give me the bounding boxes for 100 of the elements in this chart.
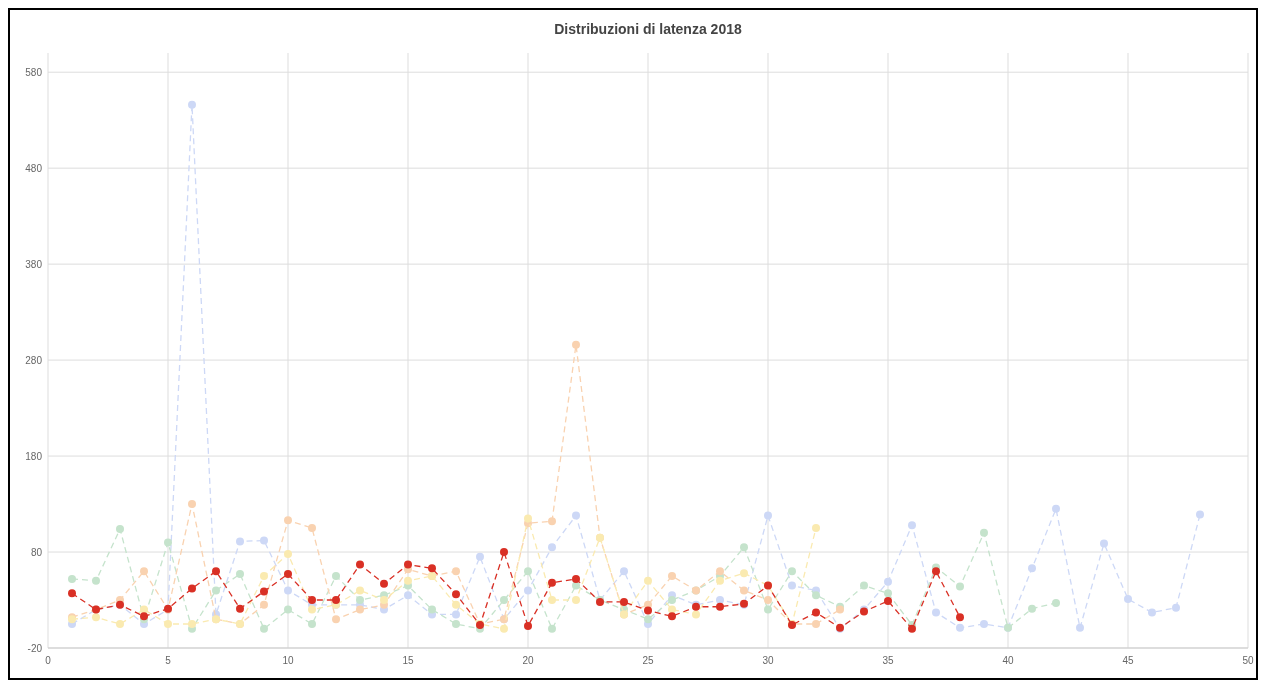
point xyxy=(260,624,268,633)
point xyxy=(188,584,196,593)
point xyxy=(452,567,460,576)
point xyxy=(308,596,316,605)
point xyxy=(692,610,700,619)
point xyxy=(284,570,292,579)
point xyxy=(188,620,196,629)
point xyxy=(92,576,100,585)
point xyxy=(116,620,124,629)
point xyxy=(764,596,772,605)
point xyxy=(1076,623,1084,632)
point xyxy=(404,560,412,569)
point xyxy=(572,581,580,590)
point xyxy=(236,537,244,546)
point xyxy=(212,567,220,576)
point xyxy=(380,596,388,605)
x-tick-label: 50 xyxy=(1242,655,1254,666)
point xyxy=(452,600,460,609)
point xyxy=(500,548,508,557)
point xyxy=(332,572,340,581)
point xyxy=(260,536,268,545)
point xyxy=(476,552,484,561)
point xyxy=(980,528,988,537)
point xyxy=(188,100,196,109)
point xyxy=(908,624,916,633)
point xyxy=(644,576,652,585)
point xyxy=(668,596,676,605)
point xyxy=(668,612,676,621)
point xyxy=(404,576,412,585)
point xyxy=(716,602,724,611)
point xyxy=(500,624,508,633)
y-tick-label: -20 xyxy=(27,642,43,654)
point xyxy=(116,525,124,533)
point xyxy=(932,567,940,576)
point xyxy=(524,567,532,576)
point xyxy=(524,621,532,630)
point xyxy=(68,589,76,598)
point xyxy=(884,589,892,598)
point xyxy=(404,591,412,600)
point xyxy=(548,624,556,633)
x-tick-label: 30 xyxy=(762,655,774,666)
x-tick-label: 20 xyxy=(522,655,534,666)
point xyxy=(92,613,100,622)
point xyxy=(812,620,820,629)
point xyxy=(308,605,316,614)
point xyxy=(812,524,820,533)
y-tick-label: 80 xyxy=(30,546,43,558)
point xyxy=(572,511,580,520)
point xyxy=(524,514,532,523)
point xyxy=(884,577,892,586)
point xyxy=(308,524,316,533)
x-tick-label: 0 xyxy=(45,655,52,666)
y-tick-label: 180 xyxy=(25,450,43,462)
point xyxy=(572,596,580,605)
point xyxy=(548,578,556,587)
point xyxy=(572,574,580,583)
x-tick-label: 45 xyxy=(1122,655,1134,666)
point xyxy=(932,608,940,617)
point xyxy=(572,340,580,349)
point xyxy=(332,615,340,624)
point xyxy=(908,521,916,530)
point xyxy=(1148,608,1156,617)
point xyxy=(956,623,964,632)
point xyxy=(260,572,268,581)
x-tick-label: 10 xyxy=(282,655,294,666)
point xyxy=(1028,604,1036,613)
point xyxy=(356,560,364,569)
point xyxy=(452,590,460,599)
point xyxy=(1028,564,1036,573)
point xyxy=(164,620,172,629)
point xyxy=(452,610,460,619)
point xyxy=(284,516,292,525)
point xyxy=(1172,603,1180,612)
x-tick-label: 25 xyxy=(642,655,654,666)
point xyxy=(212,586,220,595)
point xyxy=(188,500,196,509)
point xyxy=(788,581,796,590)
point xyxy=(620,567,628,576)
point xyxy=(1124,595,1132,604)
point xyxy=(428,564,436,573)
point xyxy=(260,587,268,596)
point xyxy=(644,606,652,615)
point xyxy=(644,615,652,624)
point xyxy=(260,600,268,609)
point xyxy=(524,586,532,595)
point xyxy=(1052,598,1060,607)
x-tick-label: 35 xyxy=(882,655,894,666)
x-tick-label: 5 xyxy=(165,655,172,666)
point xyxy=(428,605,436,614)
point xyxy=(548,596,556,605)
point xyxy=(740,543,748,552)
point xyxy=(764,605,772,614)
point xyxy=(284,605,292,614)
point xyxy=(236,570,244,579)
point xyxy=(356,596,364,605)
point xyxy=(356,605,364,614)
point xyxy=(716,567,724,576)
point xyxy=(764,511,772,520)
x-tick-label: 15 xyxy=(402,655,414,666)
point xyxy=(884,596,892,605)
